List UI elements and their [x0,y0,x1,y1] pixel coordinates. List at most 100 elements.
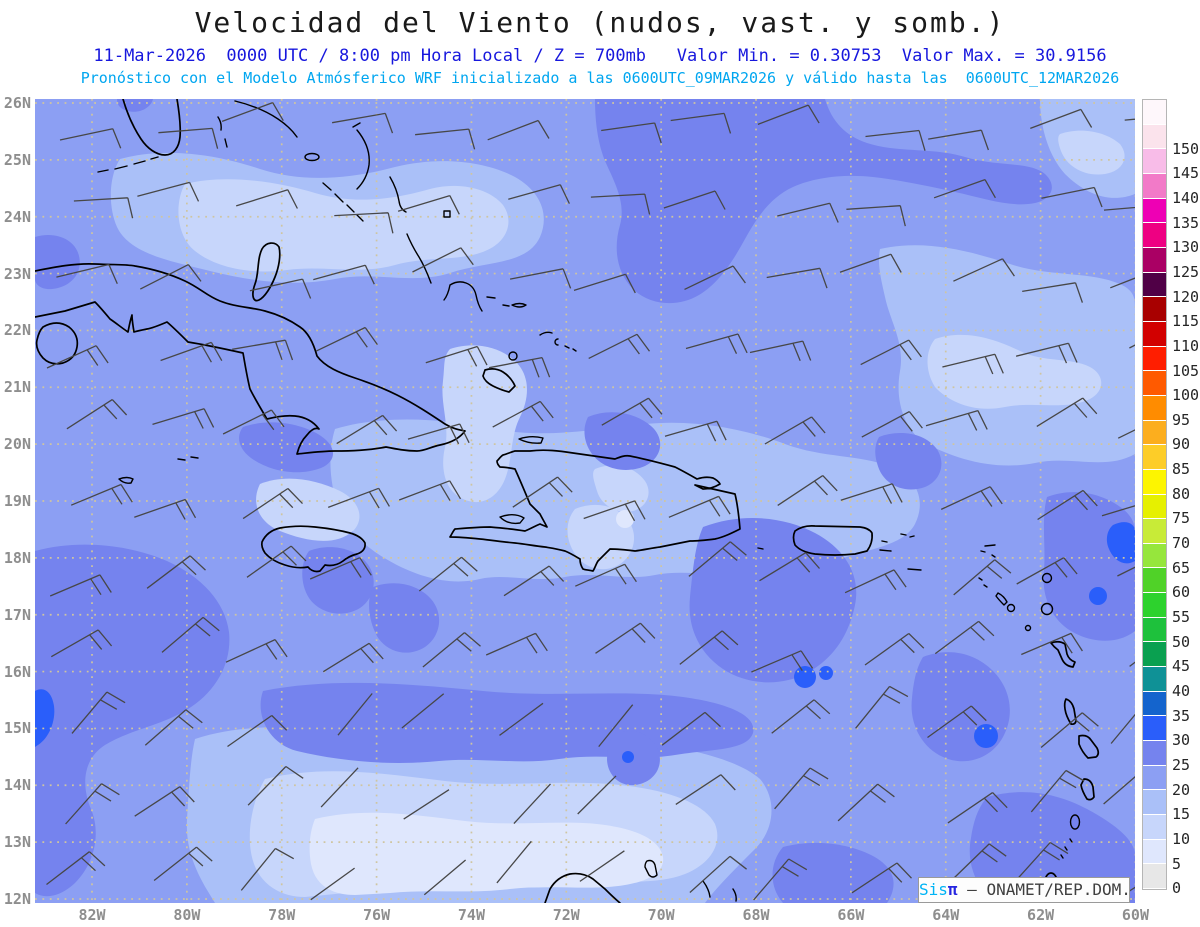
wind-barb [232,339,294,361]
wind-barb [398,480,462,501]
wind-barb [933,178,996,199]
wind-barb [415,128,476,150]
scale-band [1143,223,1166,247]
wind-barb [749,340,812,362]
page-title: Velocidad del Viento (nudos, vast. y som… [194,6,1006,39]
scale-band [1143,321,1166,346]
wind-barb [855,685,909,729]
wind-barb [425,345,488,367]
wind-barb [492,400,554,428]
wind-barb [1022,282,1084,303]
lon-label: 80W [173,906,201,924]
scale-value: 20 [1172,780,1191,799]
lon-label: 68W [742,906,770,924]
wind-barb [503,565,565,597]
scale-value: 125 [1172,262,1200,281]
wind-barb [160,341,223,363]
lon-label: 70W [647,906,675,924]
lon-label: 78W [268,906,296,924]
wind-barb [595,622,656,654]
wind-barb [488,356,551,378]
watermark-badge: Sisπ – ONAMET/REP.DOM. [918,877,1131,903]
scale-band [1143,149,1166,173]
scale-band [1143,469,1166,494]
wind-barb [927,705,987,739]
wind-barb [412,247,474,273]
forecast-valid-time: 11-Mar-2026 0000 UTC / 8:00 pm Hora Loca… [93,46,1107,66]
wind-barb [242,487,303,520]
scale-band [1143,247,1166,272]
map-canvas [35,99,1135,903]
wind-barb [846,205,906,227]
wind-barb [573,273,636,294]
scale-band [1143,568,1166,593]
wind-barb [579,850,625,882]
scale-value: 10 [1172,829,1191,848]
wind-barb [153,846,213,882]
wind-barb [512,476,573,508]
wind-barb [222,409,285,435]
model-init-line: Pronóstico con el Modelo Atmósferico WRF… [80,69,1120,87]
wind-barb [777,475,838,506]
wind-barb [688,541,747,577]
lon-label: 64W [932,906,960,924]
wind-barb [1103,776,1135,805]
wind-barb [316,326,378,352]
wind-barb [949,843,1007,882]
scale-value: 25 [1172,756,1191,775]
wind-speed-shading [35,99,1135,903]
wind-barb [334,212,394,234]
scale-value: 90 [1172,435,1191,454]
wind-barb [860,339,922,366]
wind-barb [844,569,907,594]
wind-barb [1110,713,1135,744]
scale-band [1143,346,1166,371]
wind-barb [1040,712,1099,748]
scale-band [1143,420,1166,445]
wind-barb [1103,206,1135,211]
wind-barb [751,650,814,673]
lat-label: 18N [3,548,31,567]
wind-barb [310,867,355,901]
wind-barb [764,416,826,445]
scale-value: 110 [1172,336,1200,355]
scale-value: 95 [1172,410,1191,429]
wind-barb [403,789,450,820]
wind-barb [1117,429,1135,439]
scale-value: 55 [1172,608,1191,627]
wind-barb [577,775,617,815]
lat-label: 22N [3,321,31,340]
wind-barb [757,104,820,126]
wind-barb [422,632,481,668]
scale-value: 130 [1172,238,1200,257]
wind-barb [851,862,912,894]
wind-barb [953,258,1015,282]
wind-barb [759,552,820,582]
scale-band [1143,124,1166,149]
wind-barb [320,767,359,808]
wind-barb [934,620,995,655]
scale-value: 15 [1172,805,1191,824]
wind-barb [684,265,746,290]
wind-barb [337,693,373,736]
wind-barb [661,711,721,746]
scale-value: 5 [1172,854,1182,873]
wind-barb [336,414,398,445]
wind-barb [144,709,203,746]
wind-barb [322,642,384,673]
lat-label: 16N [3,662,31,681]
scale-band [1143,272,1166,297]
wind-barb [1030,769,1085,813]
wind-barb [508,184,570,204]
wind-barb [487,119,550,141]
wind-barb [1123,886,1135,896]
wind-barb [59,128,122,149]
wind-barb [670,112,732,134]
lat-label: 12N [3,889,31,908]
wind-barb [240,847,295,891]
wind-barb [152,408,215,429]
scale-band [1143,839,1166,864]
lat-lon-gridlines [35,99,1135,903]
wind-barb [925,409,988,431]
wind-barb [953,559,1012,596]
